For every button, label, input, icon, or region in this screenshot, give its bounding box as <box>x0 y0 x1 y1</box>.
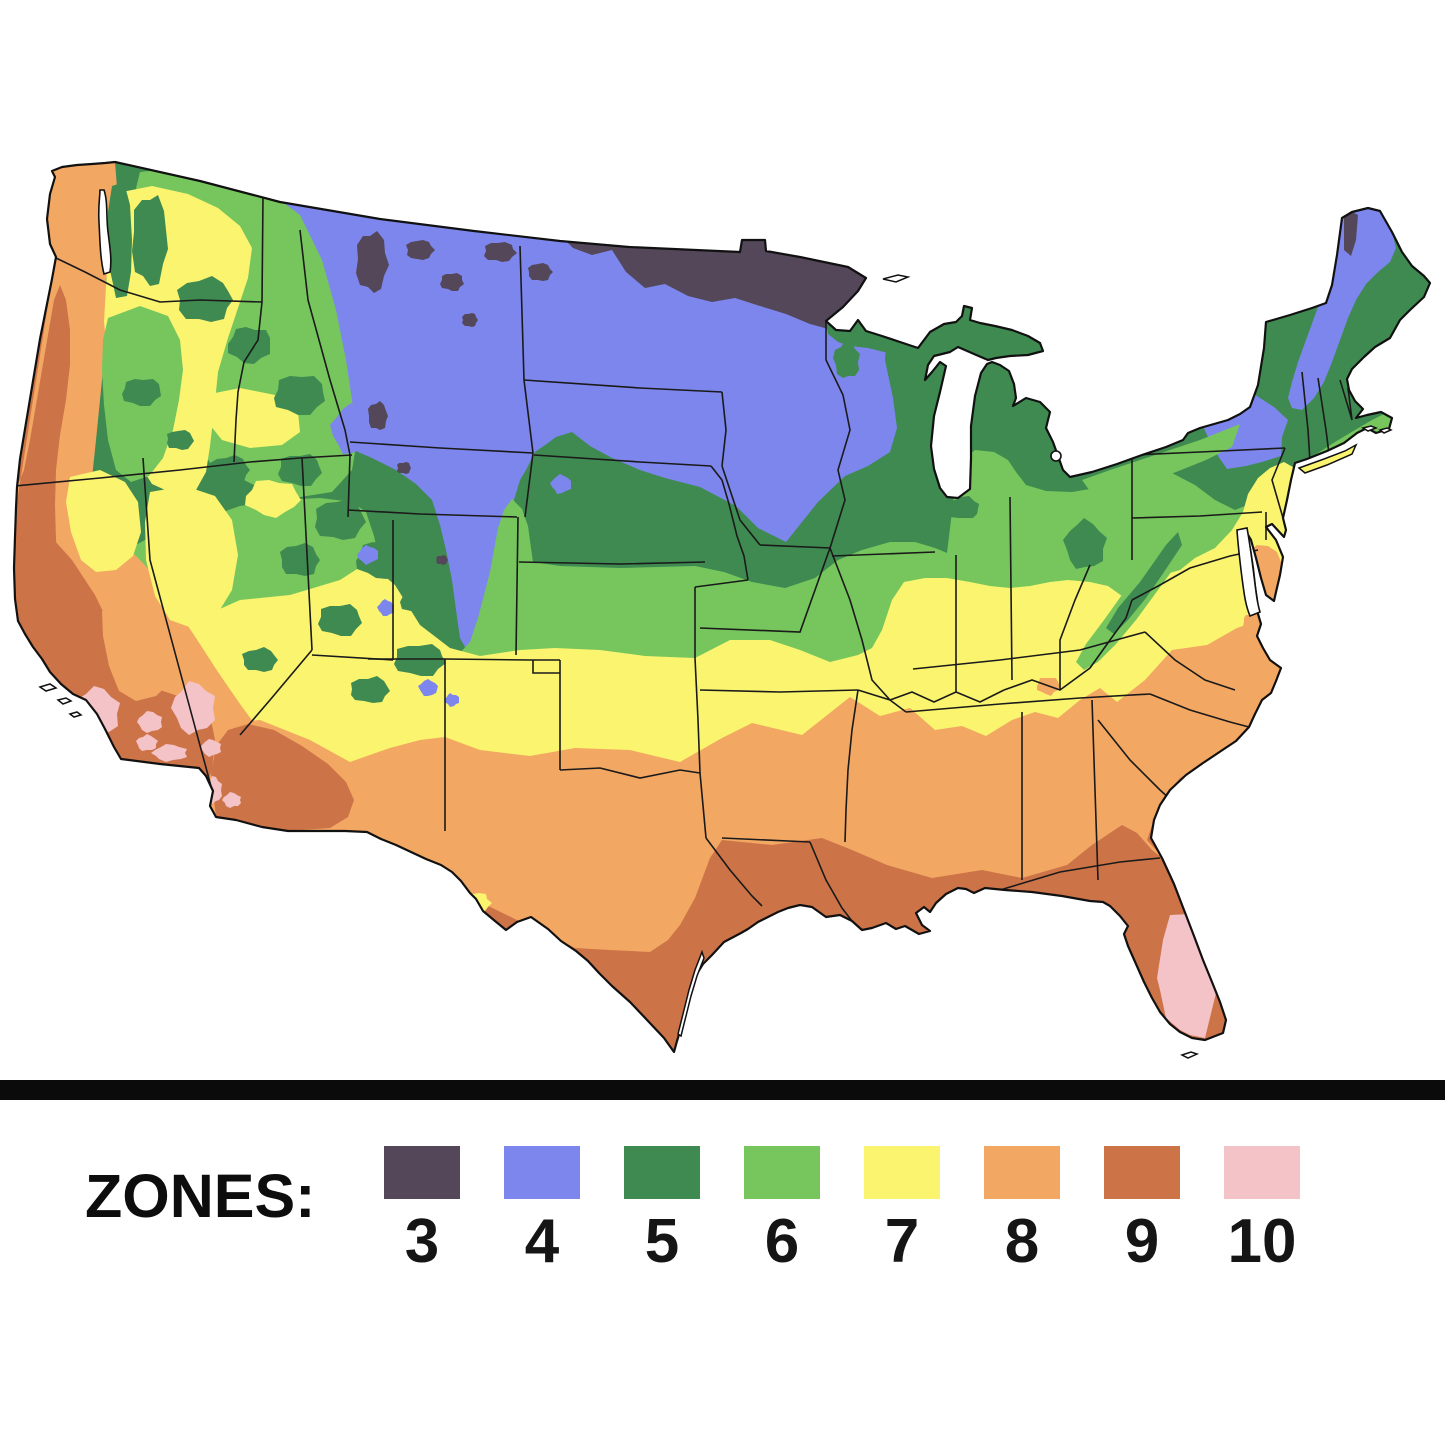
svg-text:3: 3 <box>405 1207 439 1276</box>
svg-text:10: 10 <box>1228 1207 1297 1276</box>
svg-text:4: 4 <box>525 1207 560 1276</box>
svg-text:ZONES:: ZONES: <box>85 1162 315 1230</box>
svg-text:5: 5 <box>645 1207 679 1276</box>
svg-text:7: 7 <box>885 1207 919 1276</box>
svg-text:6: 6 <box>765 1207 799 1276</box>
svg-text:8: 8 <box>1005 1207 1039 1276</box>
svg-text:9: 9 <box>1125 1207 1159 1276</box>
